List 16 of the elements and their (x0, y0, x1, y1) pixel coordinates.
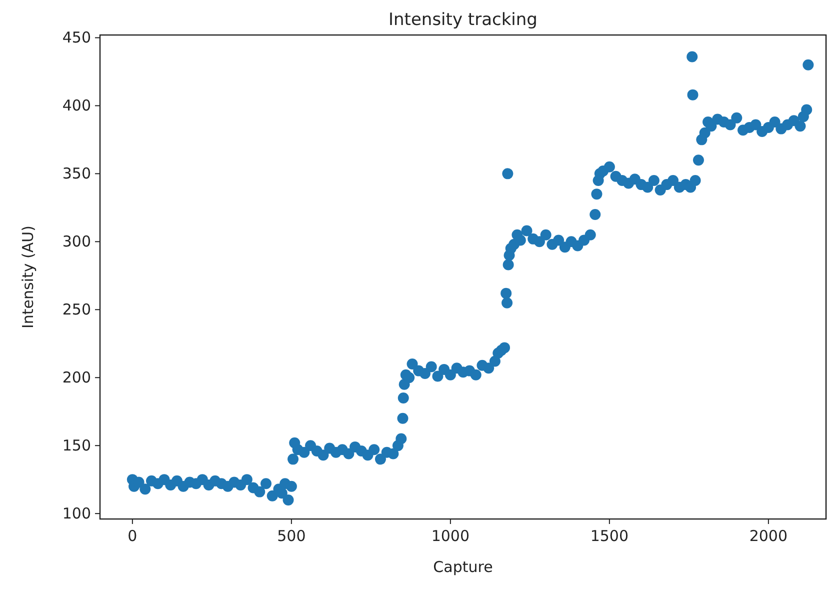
y-tick-label: 450 (62, 28, 91, 47)
x-tick-label: 500 (277, 527, 306, 545)
x-tick-label: 1000 (431, 527, 470, 545)
y-tick-label: 250 (62, 300, 91, 319)
y-tick-label: 400 (62, 96, 91, 115)
x-tick-label: 2000 (749, 527, 788, 545)
y-tick-label: 350 (62, 164, 91, 183)
chart-title: Intensity tracking (388, 10, 538, 30)
x-axis-title: Capture (433, 558, 493, 576)
x-tick-label: 0 (128, 527, 138, 545)
y-tick-label: 100 (62, 504, 91, 523)
y-tick-label: 200 (62, 368, 91, 387)
y-axis-title: Intensity (AU) (19, 225, 37, 329)
y-tick-label: 300 (62, 232, 91, 251)
x-tick-label: 1500 (590, 527, 629, 545)
y-tick-label: 150 (62, 436, 91, 455)
